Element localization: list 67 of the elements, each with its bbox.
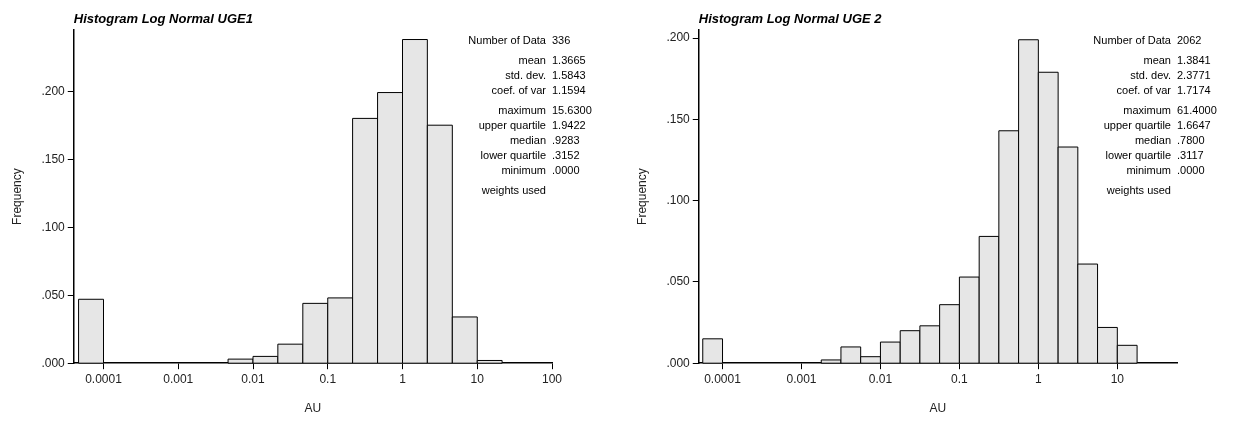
annotation: 61.4000 bbox=[1177, 104, 1217, 116]
annotation: median bbox=[1134, 134, 1171, 146]
annotation: weights used bbox=[1105, 184, 1171, 196]
annotation: 15.6300 bbox=[552, 104, 592, 116]
annotation: mean bbox=[1143, 54, 1171, 66]
annotation: minimum bbox=[1126, 164, 1171, 176]
annotation: Number of Data bbox=[1093, 34, 1172, 46]
y-tick-label: .100 bbox=[666, 192, 691, 207]
x-axis-title: AU bbox=[929, 401, 947, 416]
annotation: maximum bbox=[498, 104, 546, 116]
annotation: weights used bbox=[480, 184, 546, 196]
annotation: coef. of var bbox=[1116, 84, 1172, 96]
annotation: .3117 bbox=[1177, 149, 1204, 161]
x-tick-label: 100 bbox=[541, 371, 563, 386]
x-tick-label: 0.01 bbox=[868, 371, 893, 386]
x-tick-label: 0.0001 bbox=[85, 371, 123, 386]
y-axis-title: Frequency bbox=[634, 168, 649, 225]
y-tick-label: .200 bbox=[41, 83, 66, 98]
y-axis-title: Frequency bbox=[9, 168, 24, 225]
annotation: .7800 bbox=[1177, 134, 1205, 146]
y-tick-label: .150 bbox=[666, 111, 691, 126]
x-tick-label: 1 bbox=[1035, 371, 1043, 386]
chart-title: Histogram Log Normal UGE 2 bbox=[698, 11, 883, 27]
annotation: std. dev. bbox=[505, 69, 546, 81]
annotation: 1.3841 bbox=[1177, 54, 1211, 66]
x-tick-label: 1 bbox=[399, 371, 407, 386]
annotation: lower quartile bbox=[1105, 149, 1171, 161]
y-tick-label: .150 bbox=[41, 151, 66, 166]
annotation: 1.7174 bbox=[1177, 84, 1211, 96]
x-tick-label: 10 bbox=[1110, 371, 1125, 386]
annotation: .0000 bbox=[552, 164, 580, 176]
annotation: 336 bbox=[552, 34, 571, 46]
y-tick-label: .000 bbox=[666, 355, 691, 370]
y-tick-label: .100 bbox=[41, 219, 66, 234]
x-tick-label: 0.0001 bbox=[704, 371, 742, 386]
annotation: std. dev. bbox=[1130, 69, 1171, 81]
annotation: 1.3665 bbox=[552, 54, 586, 66]
annotation: .0000 bbox=[1177, 164, 1205, 176]
annotation: .9283 bbox=[552, 134, 580, 146]
x-tick-label: 0.01 bbox=[241, 371, 265, 386]
annotation: 1.6647 bbox=[1177, 119, 1211, 131]
annotation: 1.5843 bbox=[552, 69, 586, 81]
annotation: Number of Data bbox=[468, 34, 547, 46]
annotation: .3152 bbox=[552, 149, 580, 161]
y-tick-label: .050 bbox=[41, 287, 66, 302]
annotation: upper quartile bbox=[478, 119, 546, 131]
annotation: 1.9422 bbox=[552, 119, 586, 131]
chart-title: Histogram Log Normal UGE1 bbox=[73, 11, 253, 27]
annotation: 2062 bbox=[1177, 34, 1202, 46]
x-tick-label: 10 bbox=[470, 371, 485, 386]
annotation: median bbox=[509, 134, 546, 146]
annotation: mean bbox=[518, 54, 546, 66]
y-tick-label: .000 bbox=[41, 355, 66, 370]
x-axis-title: AU bbox=[304, 401, 322, 416]
annotation: 2.3771 bbox=[1177, 69, 1211, 81]
annotation: minimum bbox=[501, 164, 546, 176]
x-tick-label: 0.001 bbox=[163, 371, 194, 386]
annotation: maximum bbox=[1123, 104, 1171, 116]
annotation: 1.1594 bbox=[552, 84, 586, 96]
x-tick-label: 0.001 bbox=[786, 371, 817, 386]
x-tick-label: 0.1 bbox=[951, 371, 969, 386]
annotation: lower quartile bbox=[480, 149, 546, 161]
y-tick-label: .200 bbox=[666, 30, 691, 45]
annotation: coef. of var bbox=[491, 84, 547, 96]
annotation: upper quartile bbox=[1103, 119, 1171, 131]
x-tick-label: 0.1 bbox=[319, 371, 337, 386]
y-tick-label: .050 bbox=[666, 274, 691, 289]
